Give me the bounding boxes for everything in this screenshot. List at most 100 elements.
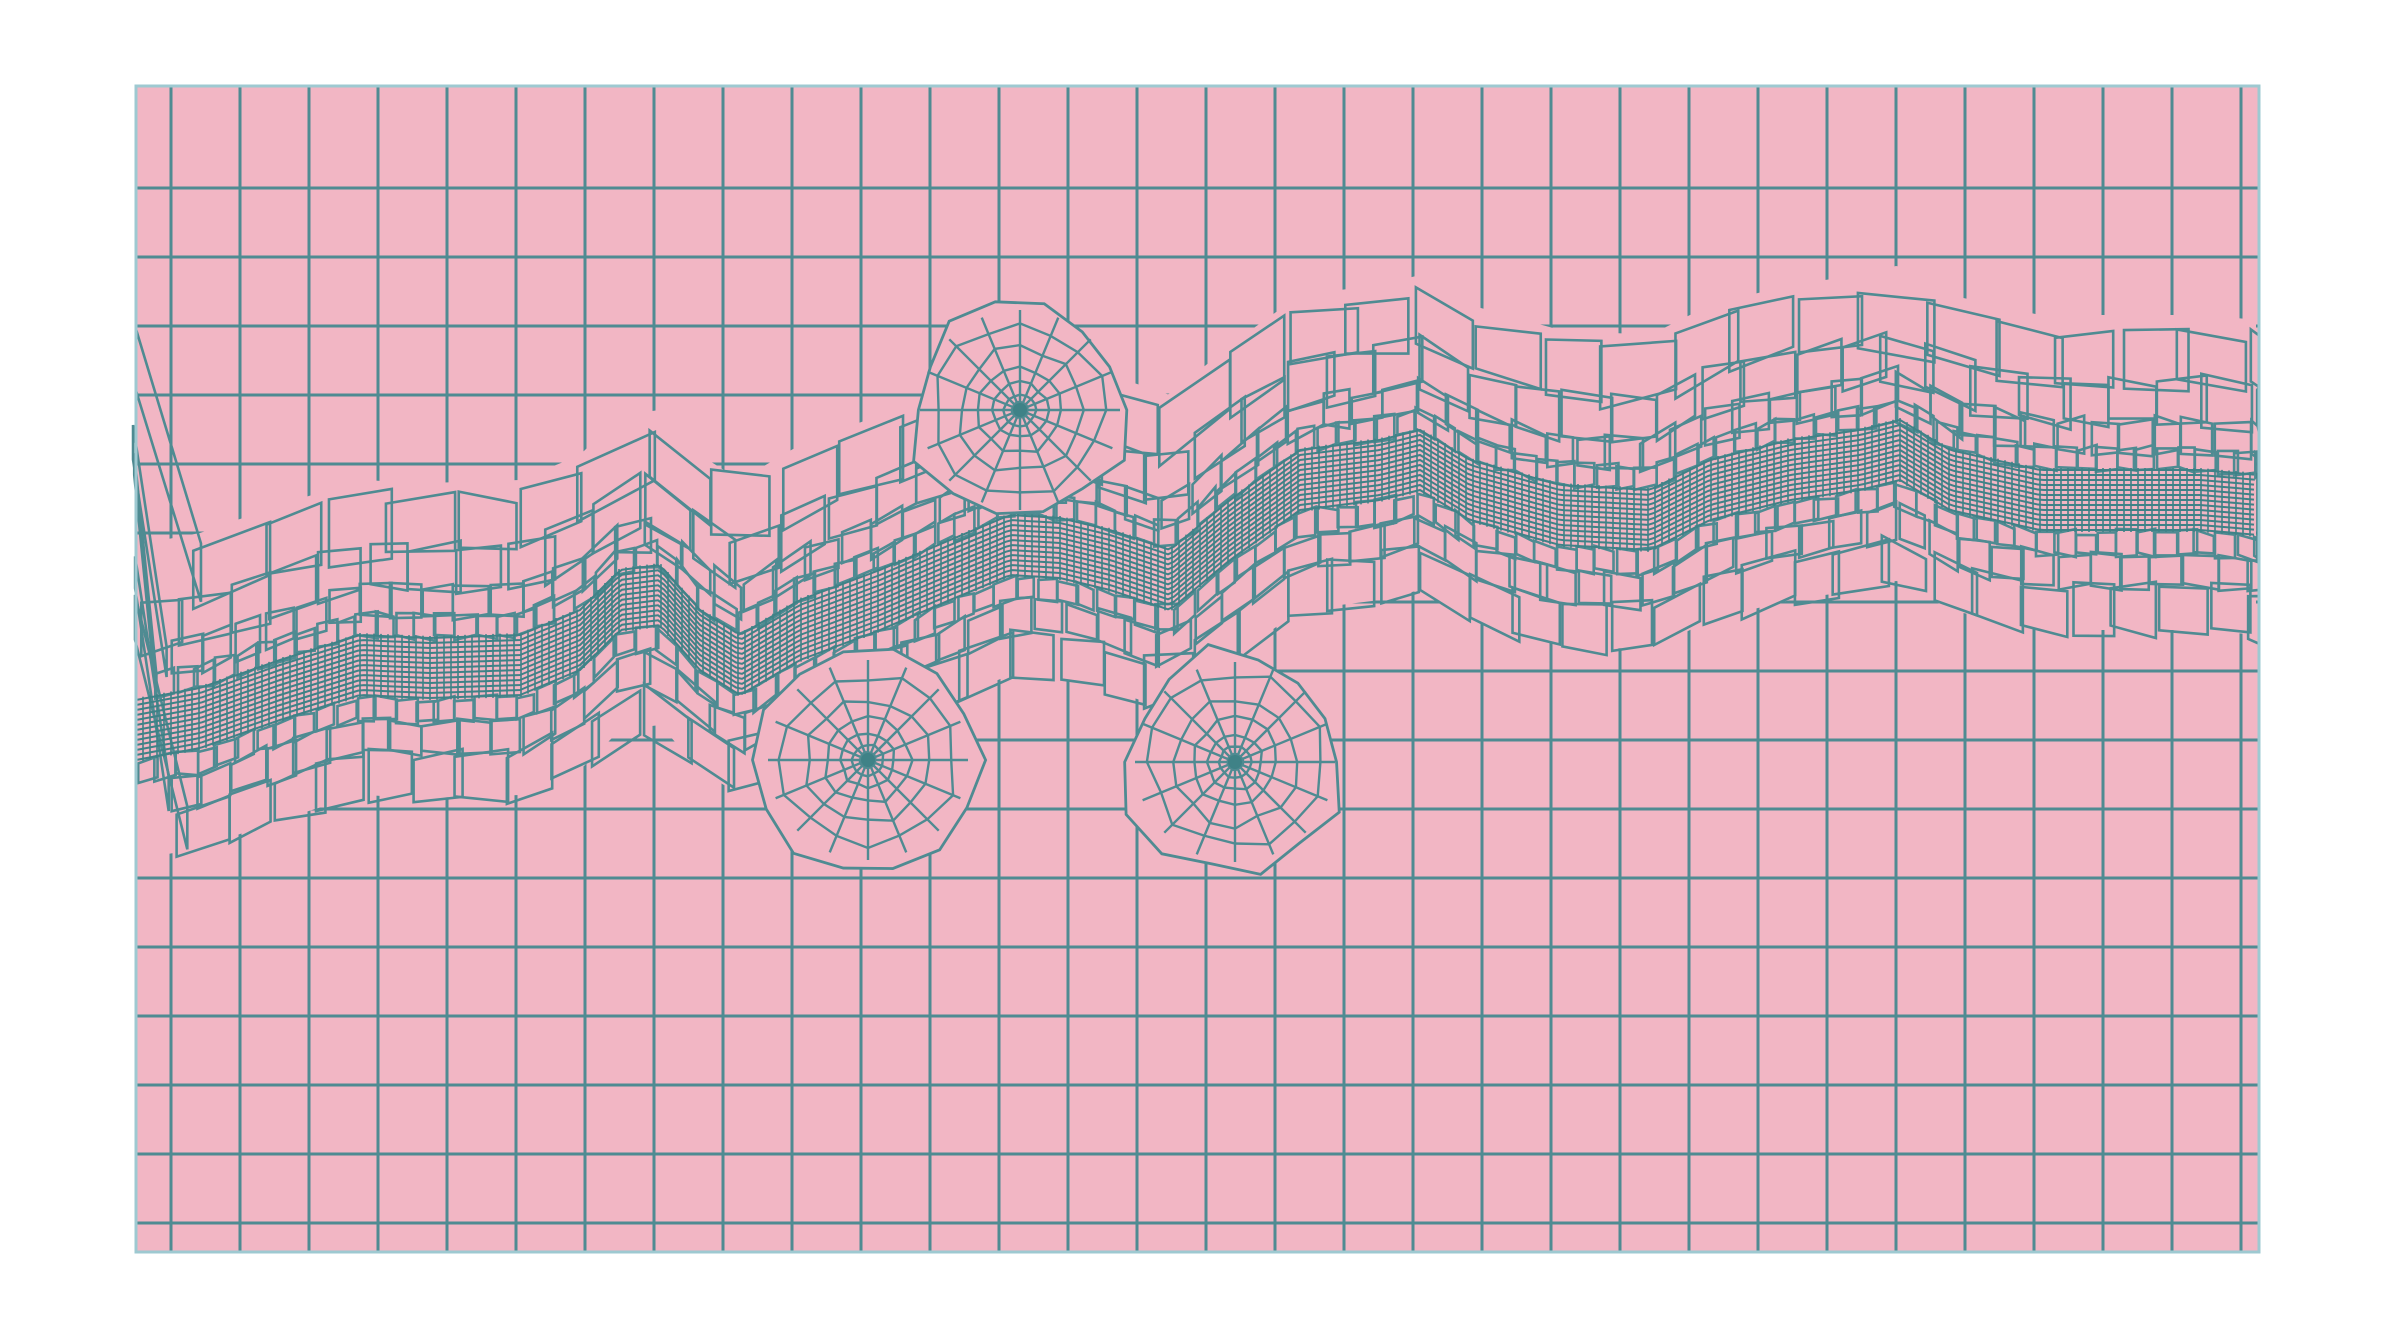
band-cell — [327, 487, 394, 569]
band-cell — [1898, 501, 1927, 551]
band-cell — [1878, 334, 1935, 395]
band-cell — [291, 725, 332, 775]
band-cell — [1468, 572, 1521, 644]
band-cell — [1474, 549, 1517, 594]
band-cell — [1219, 426, 1260, 492]
band-cell — [1894, 369, 1932, 426]
band-cell — [614, 546, 636, 577]
mesh-border — [134, 84, 2261, 1254]
band-cell — [273, 758, 327, 822]
band-cell — [1635, 545, 1660, 578]
band-cell — [1928, 518, 1960, 574]
band-cell — [1033, 597, 1064, 634]
band-cell — [1652, 581, 1702, 648]
band-cell — [265, 500, 323, 576]
band-cell — [2056, 413, 2086, 456]
well-spoke — [867, 720, 961, 762]
band-cell — [2179, 415, 2214, 457]
band-cell — [1196, 570, 1219, 614]
band-cell — [1418, 550, 1472, 624]
band-cell — [1511, 585, 1562, 647]
well-spoke — [1019, 408, 1113, 450]
band-cell — [837, 413, 905, 496]
band-cell — [913, 603, 937, 644]
band-cell — [1952, 429, 1978, 455]
band-cell — [522, 706, 557, 757]
well-center — [861, 753, 875, 767]
band-cell — [1176, 499, 1199, 545]
band-cell — [1697, 435, 1715, 466]
band-cell — [1392, 494, 1415, 526]
band-cell — [1103, 650, 1147, 707]
well-spoke — [1195, 669, 1237, 763]
band-cell — [1514, 385, 1561, 444]
band-cell — [2157, 585, 2209, 636]
band-cell — [695, 584, 716, 624]
band-cell — [1380, 545, 1421, 606]
well-spoke — [948, 338, 1021, 411]
band-cell — [2019, 544, 2055, 587]
band-cell — [212, 736, 240, 768]
band-cell — [451, 584, 491, 622]
band-cell — [230, 570, 272, 635]
band-cell — [1414, 285, 1475, 371]
band-cell — [1454, 507, 1476, 551]
band-cell — [1576, 434, 1612, 472]
well-spoke — [866, 759, 908, 853]
band-cell — [170, 773, 203, 813]
band-cell — [709, 468, 771, 538]
band-cell — [1096, 606, 1133, 656]
band-cell — [1573, 461, 1596, 491]
well-spoke — [1234, 760, 1328, 802]
band-cell — [1831, 537, 1891, 597]
band-core-line — [135, 463, 2255, 746]
well-spoke — [1233, 761, 1275, 855]
band-core-line — [135, 433, 2255, 716]
band-cell — [779, 493, 826, 574]
band-cell — [615, 646, 652, 694]
band-cell — [1602, 569, 1642, 612]
well-spoke — [867, 688, 940, 761]
well-spoke — [1018, 409, 1060, 503]
band-cell — [131, 424, 168, 678]
band-cell — [1322, 387, 1351, 431]
band-cell — [454, 544, 503, 596]
band-core-line — [135, 458, 2255, 741]
band-cell — [692, 507, 737, 591]
band-cell — [1561, 602, 1608, 657]
band-cell — [388, 581, 423, 620]
band-cell — [266, 738, 298, 788]
band-core-line — [135, 428, 2255, 711]
band-cell — [1610, 598, 1654, 653]
band-cell — [2017, 375, 2072, 432]
well-spoke — [1019, 409, 1092, 482]
band-cell — [680, 538, 712, 598]
band-cell — [515, 692, 536, 722]
well-refinement-1 — [912, 300, 1129, 516]
band-cell — [2053, 329, 2115, 389]
well-spoke — [1195, 761, 1237, 855]
band-cell — [1236, 568, 1290, 663]
well-refinements — [751, 300, 1341, 876]
band-cell — [1443, 523, 1478, 584]
band-cell — [316, 617, 339, 649]
band-cell — [228, 778, 272, 846]
band-cell — [1739, 350, 1797, 404]
band-cell — [1929, 383, 1964, 442]
band-cell — [676, 643, 697, 695]
band-cell — [1865, 499, 1898, 549]
band-cell — [675, 666, 717, 735]
band-cell — [1009, 628, 1055, 682]
band-cell — [1694, 521, 1719, 551]
band-cell — [1172, 588, 1197, 637]
band-cell — [592, 470, 642, 556]
band-cell — [1827, 508, 1863, 550]
band-cell — [2062, 381, 2110, 429]
well-spoke — [867, 758, 961, 800]
band-cell — [2109, 580, 2158, 640]
band-cell — [1773, 417, 1796, 444]
band-cell — [1913, 402, 1935, 446]
band-cell — [415, 699, 440, 723]
band-cell — [136, 754, 159, 785]
